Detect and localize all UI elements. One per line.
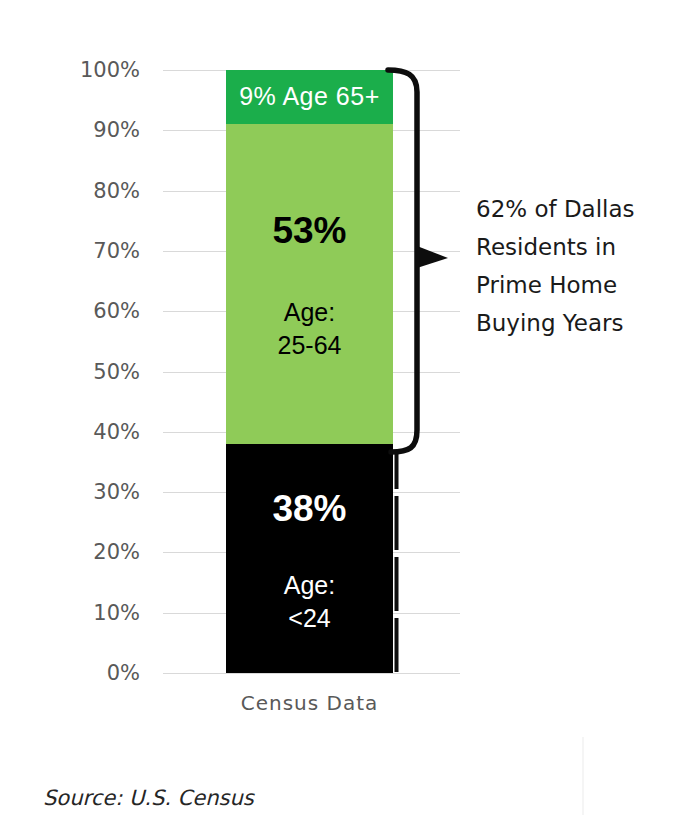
- y-tick-0: 0%: [28, 660, 140, 686]
- y-tick-10: 10%: [28, 600, 140, 626]
- annotation-text: 62% of Dallas Residents in Prime Home Bu…: [476, 190, 676, 342]
- segment-value-under-24: 38%: [226, 488, 393, 530]
- chart-canvas: 0% 10% 20% 30% 40% 50% 60% 70% 80% 90% 100% 9% Age…: [0, 0, 680, 832]
- segment-age-range-25-64: Age: 25-64: [226, 296, 393, 362]
- y-tick-50: 50%: [28, 359, 140, 385]
- faint-divider-line: [582, 737, 584, 815]
- bar-segment-age-under-24[interactable]: [226, 444, 393, 673]
- y-tick-70: 70%: [28, 238, 140, 264]
- bar-segment-age-25-64[interactable]: [226, 124, 393, 444]
- segment-value-25-64: 53%: [226, 210, 393, 252]
- brace-pointer-tip: [417, 246, 448, 268]
- y-tick-40: 40%: [28, 419, 140, 445]
- segment-label-65plus: 9% Age 65+: [226, 82, 393, 111]
- y-tick-20: 20%: [28, 539, 140, 565]
- y-tick-90: 90%: [28, 117, 140, 143]
- x-axis-category-label: Census Data: [206, 691, 413, 715]
- source-note: Source: U.S. Census: [43, 786, 254, 810]
- segment-age-range-under-24: Age: <24: [226, 569, 393, 635]
- gridline-0: [163, 673, 460, 674]
- y-tick-80: 80%: [28, 178, 140, 204]
- y-tick-30: 30%: [28, 479, 140, 505]
- y-tick-60: 60%: [28, 298, 140, 324]
- y-tick-100: 100%: [28, 57, 140, 83]
